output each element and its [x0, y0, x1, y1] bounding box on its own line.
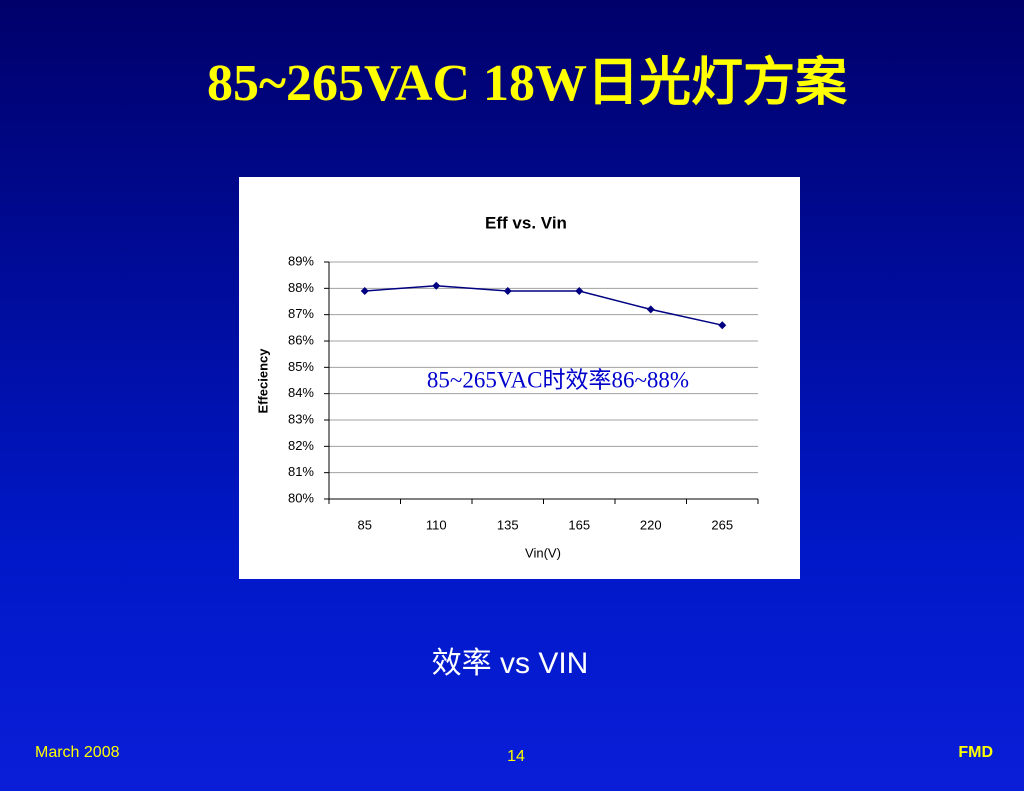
data-point	[360, 286, 369, 295]
y-axis-label: Effeciency	[255, 348, 270, 414]
y-tick-label: 87%	[288, 306, 314, 321]
caption: 效率 vs VIN	[432, 647, 589, 680]
page-number: 14	[507, 748, 525, 765]
annotation: 85~265VAC时效率86~88%	[427, 367, 689, 392]
slide-title: 85~265VAC 18W日光灯方案	[207, 54, 848, 112]
data-point	[432, 281, 441, 290]
x-tick-label: 165	[568, 517, 590, 532]
chart-background	[239, 177, 800, 579]
data-point	[575, 286, 584, 295]
y-tick-label: 82%	[288, 438, 314, 453]
y-tick-label: 85%	[288, 359, 314, 374]
footer-date: March 2008	[35, 744, 120, 761]
x-tick-label: 135	[497, 517, 519, 532]
x-tick-label: 85	[358, 517, 372, 532]
footer-org: FMD	[958, 744, 993, 761]
data-point	[646, 305, 655, 314]
y-tick-label: 81%	[288, 464, 314, 479]
y-tick-label: 89%	[288, 253, 314, 268]
x-tick-label: 220	[640, 517, 662, 532]
data-point	[503, 286, 512, 295]
x-tick-label: 110	[426, 517, 447, 532]
chart-title: Eff vs. Vin	[485, 213, 567, 232]
y-tick-label: 88%	[288, 280, 314, 295]
x-tick-label: 265	[711, 517, 733, 532]
data-point	[718, 321, 727, 330]
y-tick-label: 80%	[288, 490, 314, 505]
y-tick-label: 86%	[288, 332, 314, 347]
x-axis-label: Vin(V)	[525, 545, 561, 560]
series-line	[364, 284, 723, 326]
y-tick-label: 83%	[288, 411, 314, 426]
y-tick-label: 84%	[288, 385, 314, 400]
